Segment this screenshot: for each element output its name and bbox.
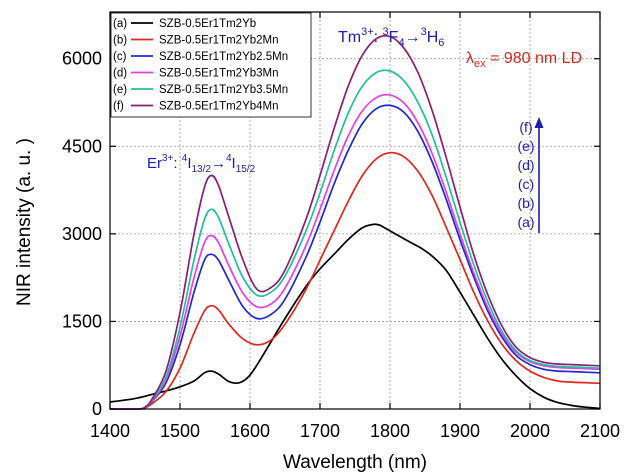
legend-label: SZB-0.5Er1Tm2Yb2Mn (159, 35, 279, 47)
legend-label: SZB-0.5Er1Tm2Yb3.5Mn (159, 84, 288, 96)
legend-label: SZB-0.5Er1Tm2Yb (159, 18, 256, 30)
stack-label: (a) (517, 214, 534, 230)
legend: (a) SZB-0.5Er1Tm2Yb(b) SZB-0.5Er1Tm2Yb2Mn(… (110, 12, 312, 118)
legend-box (110, 12, 312, 118)
series-line-e (109, 69, 601, 410)
tm-term-2: H (427, 29, 439, 46)
tm-level-1: 4 (398, 37, 404, 49)
lambda-symbol: λ (466, 50, 474, 67)
x-tick-label: 1800 (370, 421, 410, 441)
x-tick-label: 1400 (90, 421, 130, 441)
er-term-2: I (232, 155, 236, 172)
stack-label: (d) (517, 157, 534, 173)
y-tick-label: 6000 (62, 49, 102, 69)
stack-label: (e) (517, 138, 534, 154)
legend-label: SZB-0.5Er1Tm2Yb3Mn (159, 68, 279, 80)
stack-label: (c) (518, 176, 534, 192)
legend-tag: (f) (113, 101, 124, 113)
er-prefix: Er (147, 155, 162, 172)
legend-label: SZB-0.5Er1Tm2Yb4Mn (159, 101, 279, 113)
legend-label: SZB-0.5Er1Tm2Yb2.5Mn (159, 51, 288, 63)
legend-tag: (b) (113, 35, 127, 47)
y-tick-label: 4500 (62, 136, 102, 156)
series-line-f (109, 34, 601, 410)
legend-entry: (a) SZB-0.5Er1Tm2Yb (113, 18, 256, 30)
tm-multiplicity-2: 3 (421, 26, 427, 38)
er-charge: 3+ (162, 153, 174, 164)
er-arrow: → (211, 155, 226, 172)
legend-entry: (e) SZB-0.5Er1Tm2Yb3.5Mn (113, 84, 288, 96)
series-line-a (109, 223, 601, 410)
er-transition-label: Er3+: 4I13/2→4I15/2 (147, 153, 256, 175)
y-tick-label: 1500 (62, 311, 102, 331)
lambda-subscript: ex (474, 58, 486, 70)
legend-entry: (f) SZB-0.5Er1Tm2Yb4Mn (113, 101, 279, 113)
increase-arrow-head (534, 117, 544, 128)
series-line-b (109, 151, 601, 410)
er-multiplicity-2: 4 (226, 153, 232, 164)
er-level-1: 13/2 (191, 164, 211, 175)
tm-multiplicity-1: 3 (383, 26, 389, 38)
legend-tag: (d) (113, 68, 127, 80)
x-tick-label: 1500 (160, 421, 200, 441)
x-tick-label: 1700 (300, 421, 340, 441)
legend-entry: (b) SZB-0.5Er1Tm2Yb2Mn (113, 35, 279, 47)
excitation-label: λex = 980 nm LD (466, 50, 582, 70)
er-colon: : (173, 155, 181, 172)
tm-colon: : (374, 29, 383, 46)
tm-arrow: → (405, 29, 421, 46)
tm-prefix: Tm (338, 29, 361, 46)
x-tick-label: 1600 (230, 421, 270, 441)
legend-entry: (c) SZB-0.5Er1Tm2Yb2.5Mn (113, 51, 288, 63)
legend-tag: (e) (113, 84, 127, 96)
stack-label: (b) (517, 195, 534, 211)
series-lines (109, 34, 601, 410)
tm-level-2: 6 (438, 37, 444, 49)
stack-label: (f) (519, 119, 532, 135)
legend-tag: (c) (113, 51, 127, 63)
series-line-c (109, 104, 601, 410)
x-axis-title: Wavelength (nm) (283, 452, 427, 473)
legend-tag: (a) (113, 18, 127, 30)
tm-transition-label: Tm3+: 3F4→3H6 (338, 26, 444, 49)
er-term-1: I (187, 155, 191, 172)
y-axis-title: NIR intensity (a. u. ) (14, 138, 35, 306)
plot-frame (109, 11, 601, 410)
excitation-value: = 980 nm LD (486, 50, 583, 67)
x-tick-label: 2100 (580, 421, 620, 441)
series-line-d (109, 93, 601, 410)
x-tick-label: 1900 (440, 421, 480, 441)
x-tick-label: 2000 (510, 421, 550, 441)
er-level-2: 15/2 (236, 164, 256, 175)
axis-ticks: 1400 1500 1600 1700 1800 1900 2000 2100 0 1500 300… (62, 12, 620, 441)
y-tick-label: 0 (92, 399, 102, 419)
tm-charge: 3+ (361, 26, 374, 38)
y-tick-label: 3000 (62, 224, 102, 244)
legend-entry: (d) SZB-0.5Er1Tm2Yb3Mn (113, 68, 279, 80)
tm-term-1: F (389, 29, 399, 46)
er-multiplicity-1: 4 (182, 153, 188, 164)
series-order-stack: (f) (e) (d) (c) (b) (a) (517, 119, 534, 230)
